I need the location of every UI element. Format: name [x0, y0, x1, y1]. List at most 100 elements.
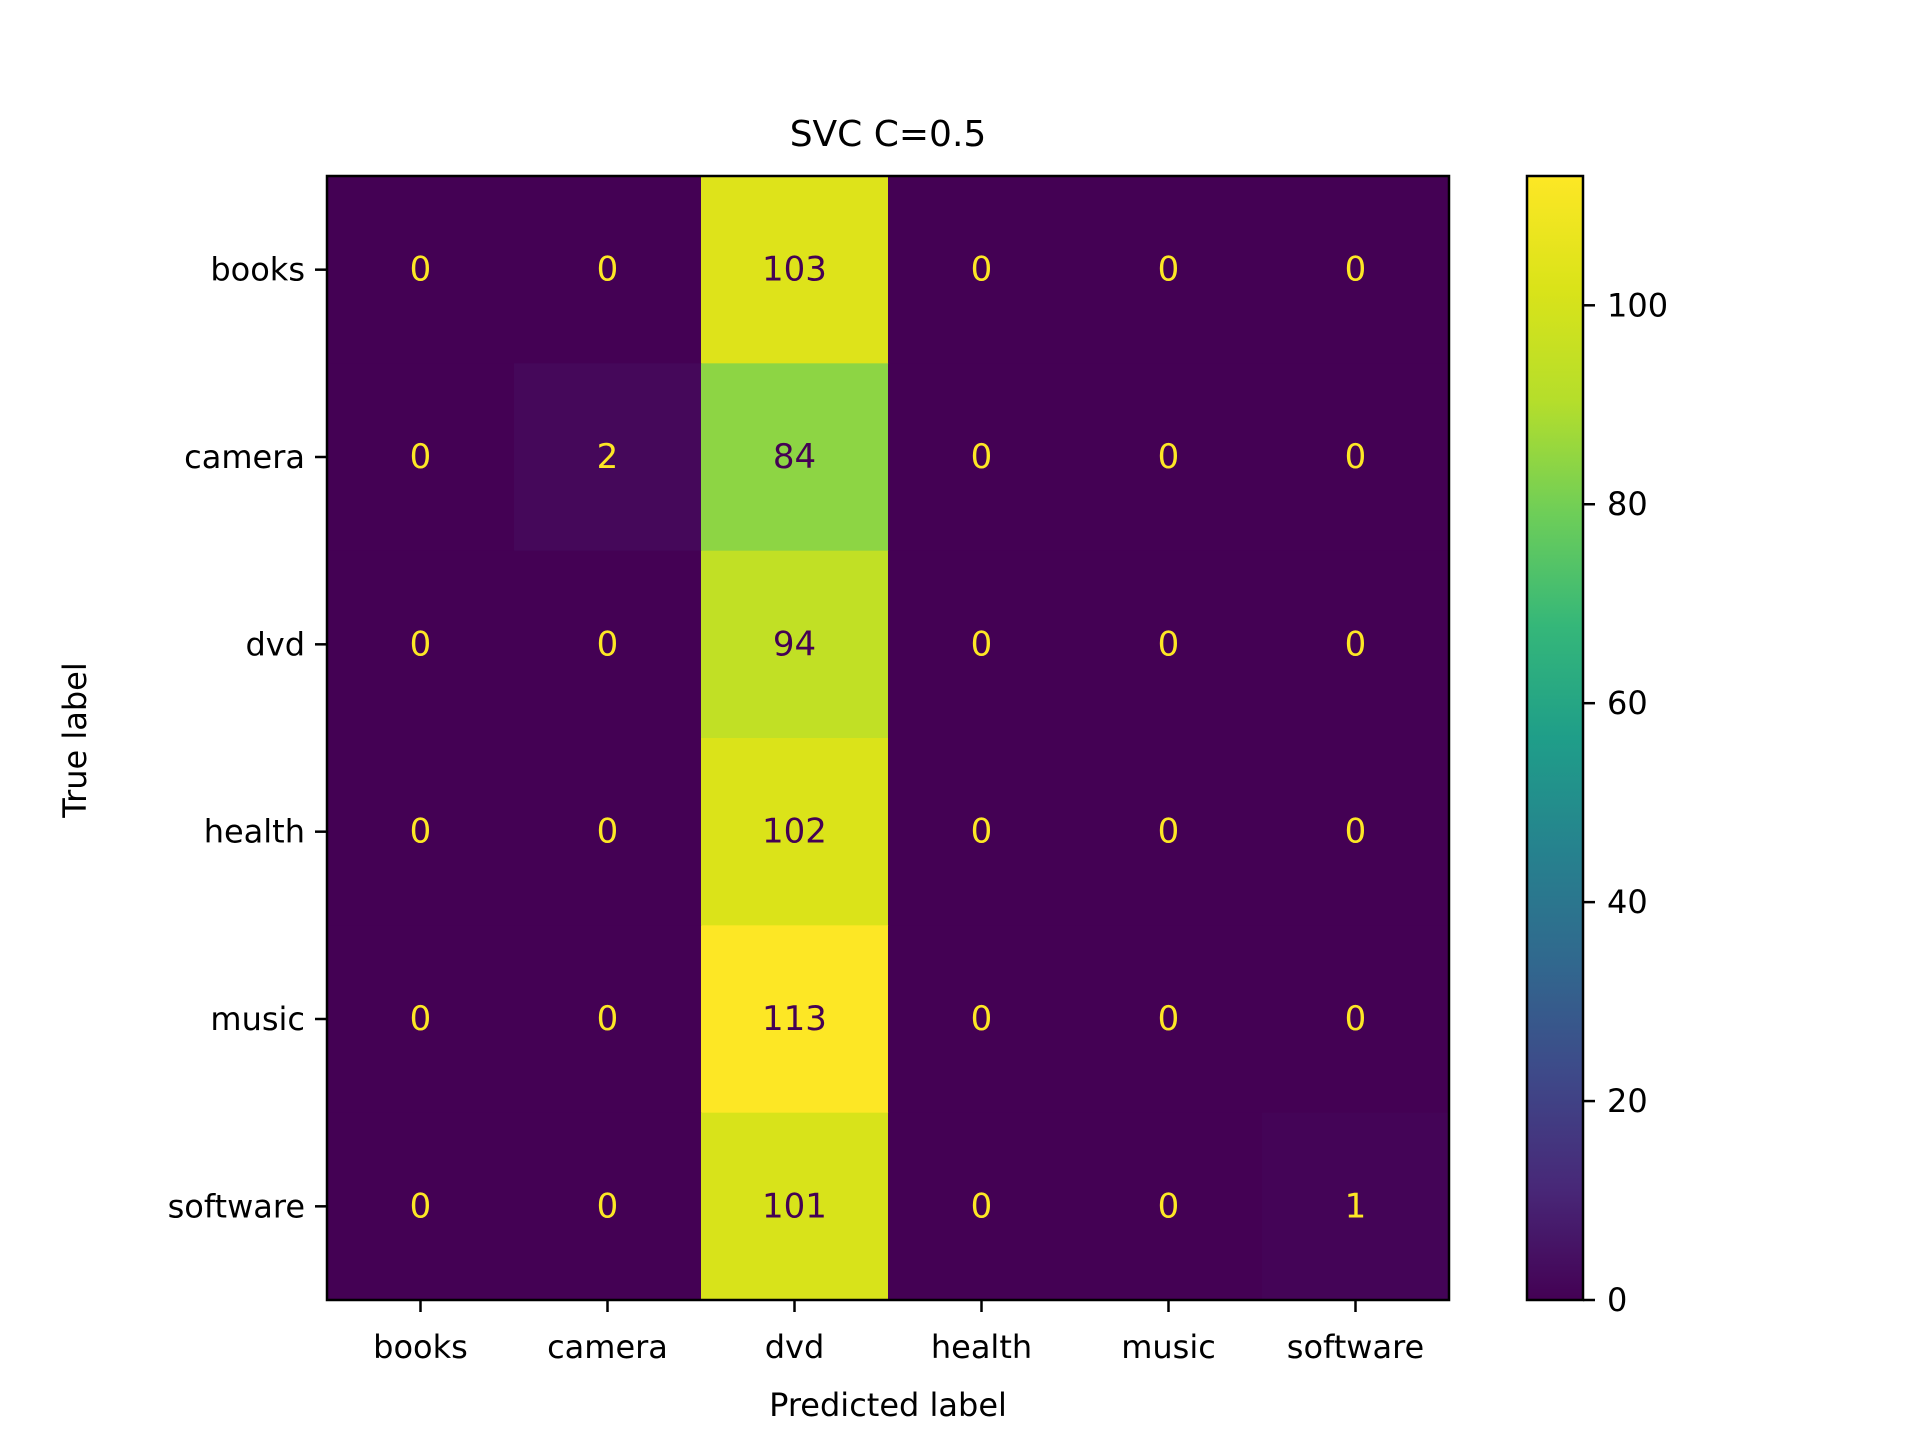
cell-value-label: 0: [1345, 437, 1367, 477]
y-tick-label: camera: [184, 438, 305, 476]
x-axis-ticks: books camera dvd health music software: [373, 1300, 1424, 1366]
cell-value-label: 0: [410, 250, 432, 290]
y-tick-label: software: [168, 1187, 305, 1225]
cell-value-label: 0: [971, 1186, 993, 1226]
cell-value-label: 0: [1158, 437, 1180, 477]
heatmap-cell: [1262, 925, 1450, 1114]
heatmap-cell: [1075, 550, 1263, 739]
heatmap-cell: [888, 738, 1076, 926]
heatmap-cell: [888, 925, 1076, 1114]
plot-frame: [325, 174, 1451, 1302]
colorbar-tick-label: 80: [1607, 485, 1648, 523]
y-tick-label: dvd: [245, 625, 305, 663]
colorbar-tick-label: 40: [1607, 883, 1648, 921]
x-axis-label: Predicted label: [769, 1386, 1007, 1424]
heatmap-cell: [1262, 176, 1450, 364]
cell-value-label: 0: [1345, 999, 1367, 1039]
heatmap-cell: [327, 176, 515, 364]
cell-value-label: 0: [1158, 812, 1180, 852]
colorbar-tick-label: 20: [1607, 1082, 1648, 1120]
cell-value-label: 0: [597, 999, 619, 1039]
cell-value-label: 1: [1345, 1186, 1367, 1226]
cell-value-label: 2: [597, 437, 619, 477]
heatmap-cell: [327, 363, 515, 552]
heatmap-cell: [327, 1112, 515, 1301]
heatmap-cell: [1262, 1112, 1450, 1301]
cell-value-label: 0: [597, 1186, 619, 1226]
heatmap-cell: [1262, 738, 1450, 926]
cell-value-label: 0: [597, 250, 619, 290]
heatmap-cell: [888, 1112, 1076, 1301]
y-axis-label: True label: [56, 662, 94, 819]
cell-value-label: 0: [410, 437, 432, 477]
cell-value-label: 101: [762, 1186, 827, 1226]
cell-value-label: 0: [1345, 250, 1367, 290]
heatmap-cell-labels: 0 0 103 0 0 0 0 2 84 0 0 0 0 0 94 0 0 0 0 0 102 0 0 0 0 0 113 0 0 0 0 0…: [410, 250, 1367, 1227]
chart-title: SVC C=0.5: [790, 114, 987, 155]
colorbar: [1525, 174, 1585, 1302]
colorbar-tick-label: 100: [1607, 286, 1668, 324]
cell-value-label: 0: [971, 624, 993, 664]
y-tick-label: music: [210, 1000, 305, 1038]
heatmap-cell: [514, 550, 702, 739]
cell-value-label: 0: [1158, 250, 1180, 290]
heatmap-cell: [327, 925, 515, 1114]
cell-value-label: 0: [597, 812, 619, 852]
x-tick-label: dvd: [765, 1328, 825, 1366]
heatmap-cell: [701, 550, 889, 739]
cell-value-label: 0: [971, 250, 993, 290]
cell-value-label: 0: [1345, 624, 1367, 664]
heatmap-cell: [701, 738, 889, 926]
heatmap-cell: [701, 176, 889, 364]
cell-value-label: 0: [1158, 999, 1180, 1039]
heatmap-cell: [514, 925, 702, 1114]
heatmap-cell: [701, 363, 889, 552]
cell-value-label: 0: [1158, 624, 1180, 664]
cell-value-label: 103: [762, 250, 827, 290]
cell-value-label: 0: [410, 812, 432, 852]
heatmap-cell: [701, 925, 889, 1114]
heatmap-cell: [888, 550, 1076, 739]
cell-value-label: 84: [773, 437, 816, 477]
heatmap-cell: [514, 1112, 702, 1301]
heatmap-cell: [1075, 738, 1263, 926]
cell-value-label: 94: [773, 624, 816, 664]
y-tick-label: health: [204, 813, 305, 851]
colorbar-tick-label: 60: [1607, 684, 1648, 722]
heatmap-cell: [1075, 925, 1263, 1114]
cell-value-label: 0: [1345, 812, 1367, 852]
heatmap-cell: [888, 363, 1076, 552]
heatmap-cell: [514, 738, 702, 926]
cell-value-label: 0: [971, 437, 993, 477]
heatmap-cell: [1075, 176, 1263, 364]
colorbar-tick-label: 0: [1607, 1281, 1627, 1319]
x-tick-label: books: [373, 1328, 468, 1366]
heatmap-cell: [514, 363, 702, 552]
x-tick-label: camera: [547, 1328, 668, 1366]
heatmap-cell: [514, 176, 702, 364]
heatmap-cell: [1262, 363, 1450, 552]
y-tick-label: books: [210, 251, 305, 289]
cell-value-label: 0: [410, 624, 432, 664]
x-tick-label: music: [1121, 1328, 1216, 1366]
heatmap-cell: [1262, 550, 1450, 739]
cell-value-label: 0: [597, 624, 619, 664]
cell-value-label: 0: [1158, 1186, 1180, 1226]
y-axis-ticks: books camera dvd health music software: [168, 251, 327, 1225]
cell-value-label: 102: [762, 812, 827, 852]
heatmap-cell: [888, 176, 1076, 364]
heatmap-cell: [327, 550, 515, 739]
colorbar-ticks: 0 20 40 60 80 100: [1583, 286, 1668, 1319]
cell-value-label: 0: [410, 999, 432, 1039]
cell-value-label: 113: [762, 999, 827, 1039]
heatmap-cell: [327, 738, 515, 926]
cell-value-label: 0: [971, 999, 993, 1039]
cell-value-label: 0: [971, 812, 993, 852]
heatmap-cell: [1075, 1112, 1263, 1301]
heatmap-cell: [701, 1112, 889, 1301]
cell-value-label: 0: [410, 1186, 432, 1226]
x-tick-label: software: [1287, 1328, 1424, 1366]
heatmap-cells: [327, 176, 1450, 1301]
